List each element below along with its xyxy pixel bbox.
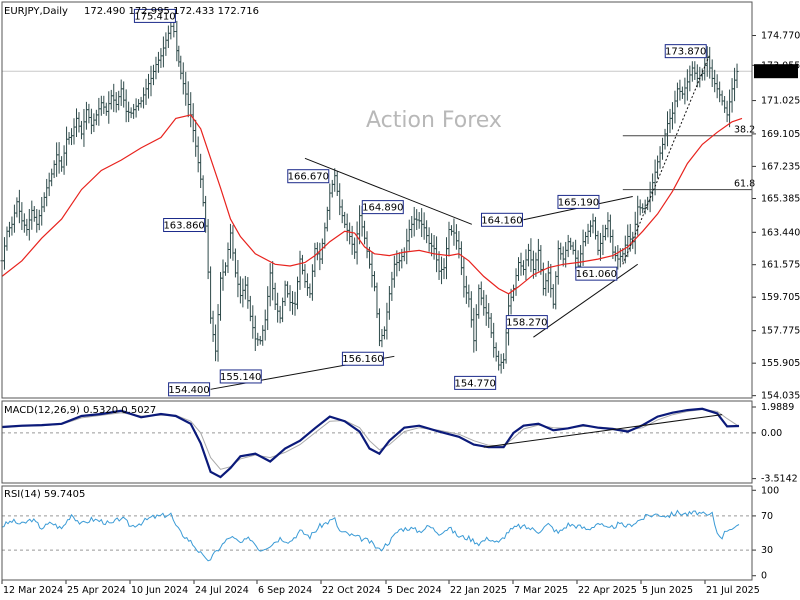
macd-tick-label: -3.5142: [761, 474, 798, 485]
x-tick-label: 6 Sep 2024: [258, 585, 312, 596]
price-annotation-label: 156.160: [342, 354, 383, 365]
macd-tick-label: 1.9889: [761, 402, 794, 413]
trendline: [533, 263, 638, 338]
rsi-tick-label: 0: [761, 571, 767, 582]
price-tick-label: 161.575: [761, 260, 800, 271]
fib-level-label: 38.2: [734, 125, 755, 136]
moving-average-line: [1, 114, 743, 295]
rsi-tick-label: 30: [761, 545, 773, 556]
price-annotation-box: [341, 351, 384, 366]
price-annotation-box: [163, 218, 206, 233]
price-annotation-box: [664, 44, 707, 59]
x-tick-label: 10 Jun 2024: [131, 585, 188, 596]
rsi-tick-label: 100: [761, 485, 779, 496]
price-annotation-box: [575, 266, 618, 281]
macd-title: MACD(12,26,9) 0.5320 0.5027: [4, 405, 156, 416]
price-tick-label: 155.905: [761, 358, 800, 369]
macd-main-line: [1, 407, 740, 479]
price-annotation-box: [557, 194, 600, 209]
price-annotation-box: [168, 382, 211, 397]
price-annotation-box: [219, 369, 262, 384]
price-tick-label: 157.775: [761, 326, 800, 337]
price-tick-label: 159.705: [761, 292, 800, 303]
x-tick-label: 21 Jul 2025: [706, 585, 760, 596]
rsi-tick-label: 70: [761, 511, 773, 522]
x-tick-label: 22 Oct 2024: [322, 585, 381, 596]
price-frame: [1, 1, 753, 399]
price-annotation-box: [287, 169, 330, 184]
symbol-label: EURJPY,Daily: [4, 6, 68, 17]
price-annotation-label: 154.400: [168, 385, 209, 396]
rsi-line: [1, 509, 740, 562]
x-tick-label: 22 Apr 2025: [578, 585, 637, 596]
price-annotation-box: [361, 200, 404, 215]
trendline: [304, 157, 473, 225]
x-tick-label: 25 Apr 2024: [67, 585, 126, 596]
macd-trendline: [483, 414, 723, 448]
watermark: Action Forex: [366, 108, 502, 133]
macd-tick-label: 0.00: [761, 428, 782, 439]
price-annotation-label: 154.770: [454, 378, 495, 389]
x-tick-label: 24 Jul 2024: [195, 585, 249, 596]
current-price-label: 172.716: [758, 67, 797, 78]
x-axis: 12 Mar 2024 25 Apr 2024 10 Jun 2024 24 Jul …: [1, 580, 760, 596]
price-tick-label: 167.235: [761, 161, 800, 172]
price-annotation-label: 163.860: [163, 221, 204, 232]
macd-pane: 1.9889 0.00 -3.5142: [1, 402, 798, 485]
x-tick-label: 7 Mar 2025: [514, 585, 568, 596]
price-tick-label: 165.385: [761, 194, 800, 205]
price-annotation-label: 158.270: [506, 318, 547, 329]
trendline: [622, 55, 710, 265]
price-tick-label: 163.440: [761, 227, 800, 238]
rsi-pane: 100 70 30 0: [1, 485, 779, 582]
x-tick-label: 22 Jan 2025: [450, 585, 507, 596]
price-annotation-label: 164.890: [362, 203, 403, 214]
x-tick-label: 5 Jun 2025: [642, 585, 693, 596]
price-annotation-label: 161.060: [576, 269, 617, 280]
x-tick-label: 12 Mar 2024: [3, 585, 63, 596]
x-tick-label: 5 Dec 2024: [387, 585, 442, 596]
price-annotation-label: 165.190: [558, 197, 599, 208]
price-tick-label: 154.035: [761, 391, 800, 402]
price-annotation-label: 164.160: [481, 215, 522, 226]
current-price-box: [754, 64, 798, 79]
price-tick-label: 169.105: [761, 129, 800, 140]
macd-frame: [1, 400, 753, 484]
price-annotation-label: 155.140: [220, 372, 261, 383]
ohlc-label: 172.490 172.995 172.433 172.716: [84, 6, 259, 17]
price-annotation-box: [480, 212, 523, 227]
price-annotation-box: [454, 375, 497, 390]
rsi-frame: [1, 485, 753, 581]
price-tick-label: 174.770: [761, 31, 800, 42]
fib-level-label: 61.8: [734, 179, 755, 190]
rsi-title: RSI(14) 59.7405: [4, 489, 85, 500]
price-annotation-label: 175.410: [134, 11, 175, 22]
price-pane: 174.770173.055171.025169.105167.235165.3…: [0, 8, 800, 402]
price-tick-label: 171.025: [761, 96, 800, 107]
price-annotation-label: 173.870: [665, 47, 706, 58]
price-annotation-label: 166.670: [288, 172, 329, 183]
price-annotation-box: [133, 8, 176, 23]
price-annotation-box: [505, 315, 548, 330]
